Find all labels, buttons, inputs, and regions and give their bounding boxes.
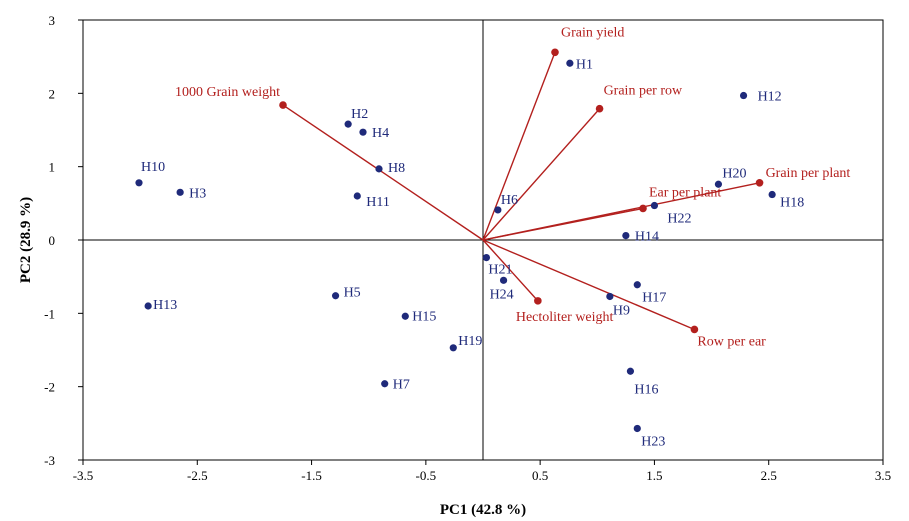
variable-label: Grain per plant (766, 166, 851, 181)
observation-label: H4 (372, 126, 389, 141)
variable-vector-line (482, 207, 644, 241)
observation-points: H1 H2 H3 H4 H5 H6 H7 H8 H9 H10 H11 H12 H13 H14 H15 H16 H… (135, 57, 804, 449)
y-tick-label: 0 (49, 233, 56, 248)
variable-vector-point (639, 204, 647, 213)
x-tick-label: 1.5 (646, 468, 662, 483)
variable-vector-point (755, 179, 764, 187)
observation-point (606, 292, 614, 301)
variable-vector-line (482, 239, 539, 302)
observation-label: H9 (613, 303, 630, 318)
observation-label: H11 (366, 195, 390, 210)
observation-point (714, 180, 723, 188)
observation-label: H18 (780, 196, 804, 211)
variable-label: Row per ear (697, 334, 766, 349)
observation-point (622, 232, 630, 240)
observation-label: H2 (351, 107, 368, 122)
observation-label: H3 (189, 186, 206, 201)
y-tick-label: 3 (49, 13, 56, 28)
observation-point (768, 190, 776, 199)
observation-point (494, 206, 502, 214)
x-tick-label: -2.5 (187, 468, 208, 483)
observation-label: H21 (488, 263, 512, 278)
variable-vector-point (551, 48, 559, 57)
x-tick-label: 0.5 (532, 468, 548, 483)
observation-point (650, 201, 659, 210)
observation-point (449, 344, 457, 352)
observation-point (381, 380, 389, 388)
observation-label: H6 (501, 193, 518, 208)
observation-point (401, 312, 409, 320)
observation-point (353, 192, 361, 200)
x-tick-label: 3.5 (875, 468, 891, 483)
variable-vector-line (482, 239, 695, 331)
x-tick-label: -3.5 (73, 468, 94, 483)
variable-vector-point (534, 297, 542, 305)
variable-vector-line (482, 52, 556, 241)
variable-vectors: Grain yield Grain per row 1000 Grain weigh… (175, 25, 850, 349)
observation-label: H24 (490, 287, 514, 302)
observation-point (626, 367, 635, 375)
observation-label: H15 (412, 309, 436, 324)
observation-point (633, 281, 641, 289)
variable-label: 1000 Grain weight (175, 85, 280, 100)
variable-vector-point (690, 325, 699, 334)
x-tick-label: -0.5 (416, 468, 437, 483)
observation-label: H17 (642, 291, 666, 306)
observation-point (135, 179, 143, 187)
variable-vector-line (282, 104, 484, 241)
variable-label: Grain per row (604, 84, 683, 99)
observation-point (566, 59, 574, 67)
observation-label: H1 (576, 57, 593, 72)
observation-point (331, 292, 340, 300)
y-axis-ticks: -3 -2 -1 0 1 2 3 (44, 13, 83, 468)
observation-label: H13 (153, 298, 177, 313)
observation-label: H23 (641, 434, 665, 449)
observation-point (359, 128, 367, 136)
observation-point (344, 120, 352, 128)
x-tick-label: 2.5 (761, 468, 777, 483)
x-tick-label: -1.5 (301, 468, 322, 483)
y-tick-label: 2 (49, 86, 56, 101)
observation-label: H14 (635, 230, 659, 245)
x-axis-title: PC1 (42.8 %) (440, 502, 526, 518)
observation-label: H16 (634, 382, 658, 397)
observation-label: H8 (388, 161, 405, 176)
observation-point (739, 91, 748, 100)
y-axis-title: PC2 (28.9 %) (18, 197, 34, 283)
variable-label: Ear per plant (649, 185, 721, 200)
x-axis-ticks: -3.5 -2.5 -1.5 -0.5 0.5 1.5 2.5 3.5 (73, 460, 891, 483)
observation-label: H5 (344, 286, 361, 301)
variable-vector-line (482, 108, 601, 241)
observation-point (375, 165, 383, 173)
observation-point (499, 276, 508, 284)
observation-point (482, 254, 491, 262)
observation-point (633, 424, 641, 433)
y-tick-label: 1 (49, 160, 56, 175)
observation-label: H7 (393, 378, 410, 393)
variable-vector-point (595, 104, 604, 113)
y-tick-label: -1 (44, 306, 55, 321)
observation-label: H22 (667, 212, 691, 227)
variable-label: Grain yield (561, 25, 624, 40)
observation-point (176, 188, 184, 196)
observation-point (144, 302, 152, 310)
y-tick-label: -2 (44, 380, 55, 395)
variable-vector-point (279, 101, 287, 109)
observation-label: H19 (458, 334, 482, 349)
variable-label: Hectoliter weight (516, 310, 614, 325)
observation-label: H12 (758, 90, 782, 105)
observation-label: H10 (141, 160, 165, 175)
y-tick-label: -3 (44, 453, 55, 468)
observation-label: H20 (722, 166, 746, 181)
